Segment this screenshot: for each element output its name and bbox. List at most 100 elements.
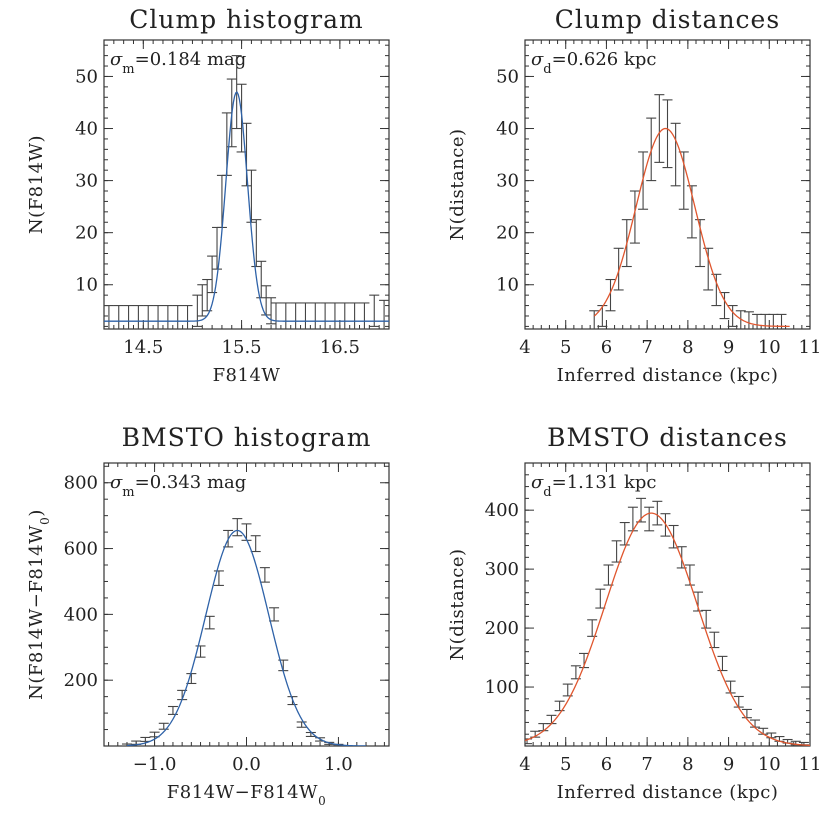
plot-frame	[103, 39, 390, 330]
sigma-annotation: σd=0.626 kpc	[531, 49, 656, 77]
panel-clump-histogram: Clump histogram 14.5 15.5 16.5 10 20 30 40 50 F81…	[26, 5, 390, 386]
error-bar	[269, 607, 280, 622]
x-tick-label: 8	[682, 754, 693, 775]
chart-title: BMSTO histogram	[122, 423, 372, 452]
error-bar	[587, 619, 598, 637]
x-tick-label: 9	[723, 754, 734, 775]
sigma-symbol: σ	[531, 49, 544, 70]
error-bar	[589, 310, 600, 329]
y-tick-label: 100	[485, 677, 519, 698]
y-tick-label: 30	[75, 171, 98, 192]
error-bar	[760, 313, 771, 329]
error-bar	[296, 721, 307, 728]
sigma-symbol: σ	[110, 472, 123, 493]
sigma-subscript: m	[122, 62, 134, 77]
panel-bmsto-distances: BMSTO distances 4 5 6 7 8 9 10 11 100 200 300 400 Inf…	[447, 423, 821, 803]
plot-frame	[524, 462, 811, 747]
error-bar	[339, 302, 350, 329]
error-bar	[595, 588, 606, 609]
error-bar	[597, 305, 608, 327]
panel-bmsto-histogram: BMSTO histogram −1.0 0.0 1.0 200 400 600 800 F81…	[26, 423, 390, 808]
label-part: )	[26, 509, 47, 517]
error-bar	[349, 302, 360, 329]
x-tick-label: 11	[799, 754, 822, 775]
error-bar	[167, 705, 178, 715]
gaussian-fit-line	[104, 91, 389, 322]
error-bar	[741, 708, 752, 719]
x-axis-label: F814W	[213, 365, 281, 386]
error-bar	[310, 302, 321, 329]
y-tick-label: 300	[485, 559, 519, 580]
panel-clump-distances: Clump distances 4 5 6 7 8 9 10 11 10 20 30 40 50 Infer…	[447, 5, 821, 386]
error-bar	[627, 506, 638, 532]
error-bar	[241, 523, 252, 541]
error-bar	[538, 723, 549, 732]
error-bar	[204, 615, 215, 630]
error-bar	[329, 302, 340, 329]
label-part: F814W−F814W	[167, 782, 318, 803]
error-bar	[554, 700, 565, 712]
data-layer	[525, 497, 810, 746]
sigma-annotation: σd=1.131 kpc	[531, 472, 656, 500]
error-bar	[701, 609, 712, 629]
error-bar	[768, 313, 779, 329]
error-bar	[668, 524, 679, 549]
data-layer	[121, 518, 367, 746]
y-tick-label: 600	[64, 539, 98, 560]
chart-title: BMSTO distances	[547, 423, 788, 452]
error-bar	[652, 500, 663, 526]
y-tick-label: 400	[64, 604, 98, 625]
sigma-subscript: m	[122, 485, 134, 500]
error-bar	[727, 305, 738, 327]
x-tick-label: 8	[682, 337, 693, 358]
gaussian-fit-line	[525, 512, 810, 746]
sigma-value: =0.343 mag	[135, 472, 247, 493]
error-bar	[280, 302, 291, 329]
y-tick-label: 200	[485, 618, 519, 639]
y-axis-label: N(F814W)	[26, 135, 47, 234]
x-tick-label: 10	[758, 754, 781, 775]
sigma-value: =1.131 kpc	[552, 472, 657, 493]
gaussian-fit-line	[593, 127, 790, 328]
x-tick-label: 1.0	[324, 754, 353, 775]
sigma-subscript: d	[543, 62, 551, 77]
plot-frame	[524, 39, 811, 330]
y-tick-label: 200	[64, 670, 98, 691]
x-tick-label: 15.5	[222, 337, 262, 358]
x-tick-label: 7	[641, 754, 652, 775]
y-tick-label: 400	[485, 500, 519, 521]
y-tick-label: 20	[496, 223, 519, 244]
x-tick-label: 16.5	[320, 337, 360, 358]
error-bar	[270, 302, 281, 329]
sigma-annotation: σm=0.184 mag	[110, 49, 246, 77]
error-bar	[232, 518, 243, 537]
x-tick-label: 5	[560, 754, 571, 775]
error-bar	[735, 310, 746, 329]
y-axis-label: N(F814W−F814W0)	[26, 509, 52, 700]
error-bar	[644, 506, 655, 532]
error-bar	[619, 521, 630, 546]
y-tick-label: 40	[75, 119, 98, 140]
data-layer	[589, 94, 790, 329]
error-bar	[250, 535, 261, 553]
error-bar	[140, 736, 151, 742]
label-subscript: 0	[318, 794, 326, 808]
x-axis-label: F814W−F814W0	[167, 782, 326, 808]
error-bar	[359, 302, 370, 329]
y-tick-label: 30	[496, 171, 519, 192]
x-tick-label: 5	[560, 337, 571, 358]
x-axis-label: Inferred distance (kpc)	[557, 365, 779, 386]
x-axis-label: Inferred distance (kpc)	[557, 782, 779, 803]
y-tick-label: 10	[75, 275, 98, 296]
x-tick-label: −1.0	[133, 754, 177, 775]
x-tick-label: 9	[723, 337, 734, 358]
sigma-value: =0.626 kpc	[552, 49, 657, 70]
error-bar	[678, 151, 689, 210]
y-tick-label: 10	[496, 275, 519, 296]
error-bar	[654, 94, 665, 163]
error-bar	[158, 722, 169, 730]
x-tick-label: 10	[758, 337, 781, 358]
x-tick-label: 0.0	[232, 754, 261, 775]
error-bar	[261, 285, 272, 316]
